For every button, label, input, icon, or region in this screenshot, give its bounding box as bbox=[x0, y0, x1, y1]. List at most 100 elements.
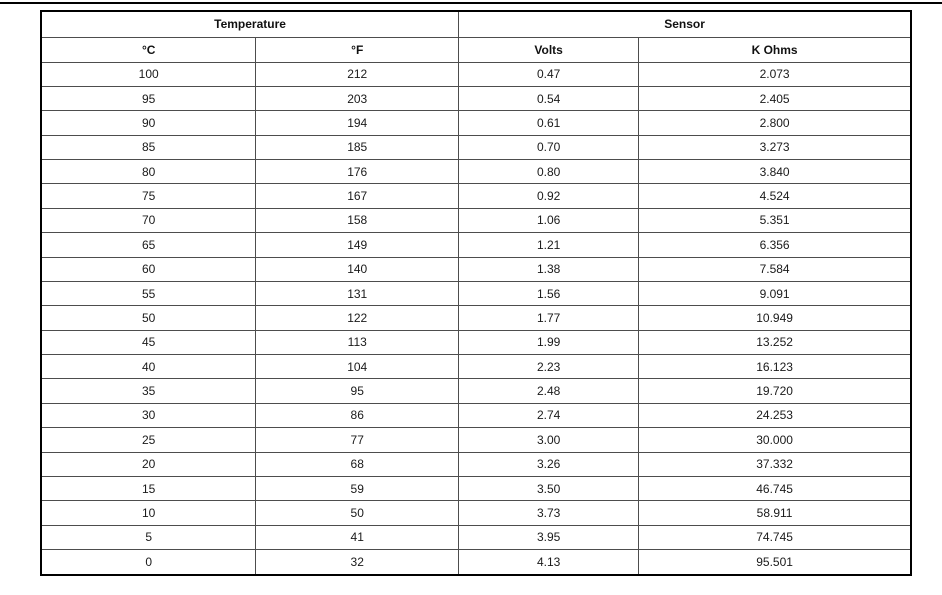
table-cell: 58.911 bbox=[638, 500, 912, 526]
table-row: 15 59 3.50 46.745 bbox=[40, 475, 912, 502]
table-row: 80 176 0.80 3.840 bbox=[40, 158, 912, 185]
table-cell: 131 bbox=[255, 280, 460, 307]
table-cell: 0.80 bbox=[458, 158, 640, 185]
table-row: 90 194 0.61 2.800 bbox=[40, 110, 912, 136]
table-row: 50 122 1.77 10.949 bbox=[40, 305, 912, 331]
table-cell: 55 bbox=[40, 280, 257, 307]
table-cell: 24.253 bbox=[638, 402, 912, 429]
column-header-kohms: K Ohms bbox=[638, 36, 912, 63]
table-cell: 9.091 bbox=[638, 280, 912, 307]
table-cell: 0 bbox=[40, 549, 257, 576]
table-cell: 1.38 bbox=[458, 256, 640, 282]
table-cell: 86 bbox=[255, 402, 460, 429]
table-cell: 113 bbox=[255, 329, 460, 356]
table-cell: 194 bbox=[255, 110, 460, 136]
table-cell: 59 bbox=[255, 475, 460, 502]
table-cell: 2.74 bbox=[458, 402, 640, 429]
temperature-sensor-table: Temperature Sensor °C °F Volts K Ohms 10… bbox=[40, 10, 912, 576]
table-cell: 0.54 bbox=[458, 85, 640, 112]
table-cell: 4.524 bbox=[638, 183, 912, 209]
table-cell: 6.356 bbox=[638, 232, 912, 258]
table-cell: 25 bbox=[40, 427, 257, 453]
table-cell: 203 bbox=[255, 85, 460, 112]
table-row: 20 68 3.26 37.332 bbox=[40, 451, 912, 477]
table-cell: 2.48 bbox=[458, 378, 640, 404]
column-header-fahrenheit: °F bbox=[255, 36, 460, 63]
table-cell: 95 bbox=[40, 85, 257, 112]
table-cell: 3.26 bbox=[458, 451, 640, 477]
table-cell: 37.332 bbox=[638, 451, 912, 477]
group-header-sensor: Sensor bbox=[458, 10, 912, 38]
table-cell: 41 bbox=[255, 524, 460, 551]
table-cell: 3.95 bbox=[458, 524, 640, 551]
table-row: 95 203 0.54 2.405 bbox=[40, 85, 912, 112]
table-cell: 40 bbox=[40, 353, 257, 380]
table-cell: 30 bbox=[40, 402, 257, 429]
table-row: 100 212 0.47 2.073 bbox=[40, 61, 912, 87]
table-cell: 1.06 bbox=[458, 207, 640, 234]
group-header-row: Temperature Sensor bbox=[40, 10, 912, 38]
table-cell: 2.23 bbox=[458, 353, 640, 380]
table-row: 35 95 2.48 19.720 bbox=[40, 378, 912, 404]
table-cell: 1.77 bbox=[458, 305, 640, 331]
table-cell: 32 bbox=[255, 549, 460, 576]
table-cell: 3.273 bbox=[638, 134, 912, 161]
table-cell: 50 bbox=[255, 500, 460, 526]
table-cell: 0.92 bbox=[458, 183, 640, 209]
table-cell: 158 bbox=[255, 207, 460, 234]
table-cell: 185 bbox=[255, 134, 460, 161]
group-header-temperature: Temperature bbox=[40, 10, 460, 38]
table-cell: 95 bbox=[255, 378, 460, 404]
table-cell: 75 bbox=[40, 183, 257, 209]
table-cell: 4.13 bbox=[458, 549, 640, 576]
table-cell: 60 bbox=[40, 256, 257, 282]
table-cell: 122 bbox=[255, 305, 460, 331]
table-cell: 45 bbox=[40, 329, 257, 356]
page-top-rule bbox=[0, 2, 942, 4]
table-row: 0 32 4.13 95.501 bbox=[40, 549, 912, 576]
table-cell: 1.56 bbox=[458, 280, 640, 307]
table-row: 85 185 0.70 3.273 bbox=[40, 134, 912, 161]
table-cell: 7.584 bbox=[638, 256, 912, 282]
table-cell: 2.073 bbox=[638, 61, 912, 87]
table-row: 30 86 2.74 24.253 bbox=[40, 402, 912, 429]
table-cell: 10 bbox=[40, 500, 257, 526]
table-row: 60 140 1.38 7.584 bbox=[40, 256, 912, 282]
table-cell: 212 bbox=[255, 61, 460, 87]
table-row: 40 104 2.23 16.123 bbox=[40, 353, 912, 380]
table-cell: 46.745 bbox=[638, 475, 912, 502]
table-body: 100 212 0.47 2.073 95 203 0.54 2.405 90 194 0.61 2.… bbox=[40, 61, 912, 576]
column-header-celsius: °C bbox=[40, 36, 257, 63]
table-row: 70 158 1.06 5.351 bbox=[40, 207, 912, 234]
column-header-row: °C °F Volts K Ohms bbox=[40, 36, 912, 63]
table-cell: 0.61 bbox=[458, 110, 640, 136]
table-cell: 50 bbox=[40, 305, 257, 331]
table-cell: 0.47 bbox=[458, 61, 640, 87]
table-header: Temperature Sensor °C °F Volts K Ohms bbox=[40, 10, 912, 63]
table-cell: 16.123 bbox=[638, 353, 912, 380]
table-cell: 19.720 bbox=[638, 378, 912, 404]
table-cell: 30.000 bbox=[638, 427, 912, 453]
table-cell: 65 bbox=[40, 232, 257, 258]
table-cell: 5.351 bbox=[638, 207, 912, 234]
table-cell: 1.99 bbox=[458, 329, 640, 356]
table-cell: 10.949 bbox=[638, 305, 912, 331]
table-row: 10 50 3.73 58.911 bbox=[40, 500, 912, 526]
table-cell: 140 bbox=[255, 256, 460, 282]
conversion-table-container: Temperature Sensor °C °F Volts K Ohms 10… bbox=[40, 10, 912, 576]
table-row: 5 41 3.95 74.745 bbox=[40, 524, 912, 551]
table-cell: 13.252 bbox=[638, 329, 912, 356]
table-cell: 0.70 bbox=[458, 134, 640, 161]
table-cell: 176 bbox=[255, 158, 460, 185]
table-cell: 167 bbox=[255, 183, 460, 209]
table-cell: 2.405 bbox=[638, 85, 912, 112]
table-cell: 90 bbox=[40, 110, 257, 136]
table-cell: 70 bbox=[40, 207, 257, 234]
table-cell: 5 bbox=[40, 524, 257, 551]
table-cell: 1.21 bbox=[458, 232, 640, 258]
table-cell: 20 bbox=[40, 451, 257, 477]
table-cell: 3.00 bbox=[458, 427, 640, 453]
table-cell: 68 bbox=[255, 451, 460, 477]
table-cell: 100 bbox=[40, 61, 257, 87]
